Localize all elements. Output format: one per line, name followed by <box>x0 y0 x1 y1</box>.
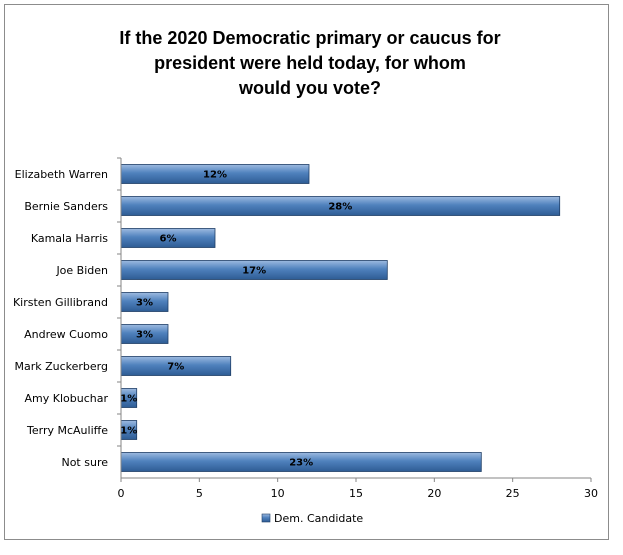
data-label: 1% <box>120 394 137 405</box>
category-label: Kirsten Gillibrand <box>13 296 108 309</box>
x-tick-label: 5 <box>196 487 203 500</box>
legend-swatch <box>261 513 271 523</box>
data-label: 3% <box>136 330 153 341</box>
legend-label: Dem. Candidate <box>274 512 363 525</box>
x-tick-label: 10 <box>271 487 285 500</box>
data-label: 6% <box>160 234 177 245</box>
data-label: 1% <box>120 426 137 437</box>
chart-title: If the 2020 Democratic primary or caucus… <box>119 28 501 98</box>
category-label: Elizabeth Warren <box>15 168 108 181</box>
category-label: Terry McAuliffe <box>26 424 108 437</box>
category-label: Bernie Sanders <box>24 200 108 213</box>
category-label: Not sure <box>61 456 108 469</box>
x-tick-label: 20 <box>427 487 441 500</box>
data-label: 28% <box>328 202 352 213</box>
x-tick-label: 30 <box>584 487 598 500</box>
category-label: Amy Klobuchar <box>25 392 109 405</box>
data-label: 7% <box>167 362 184 373</box>
data-label: 17% <box>242 266 266 277</box>
x-tick-label: 15 <box>349 487 363 500</box>
category-label: Andrew Cuomo <box>24 328 108 341</box>
data-label: 12% <box>203 170 227 181</box>
x-tick-label: 25 <box>506 487 520 500</box>
data-label: 23% <box>289 458 313 469</box>
category-label: Joe Biden <box>55 264 108 277</box>
data-label: 3% <box>136 298 153 309</box>
category-label: Mark Zuckerberg <box>14 360 108 373</box>
x-tick-label: 0 <box>118 487 125 500</box>
category-label: Kamala Harris <box>31 232 108 245</box>
